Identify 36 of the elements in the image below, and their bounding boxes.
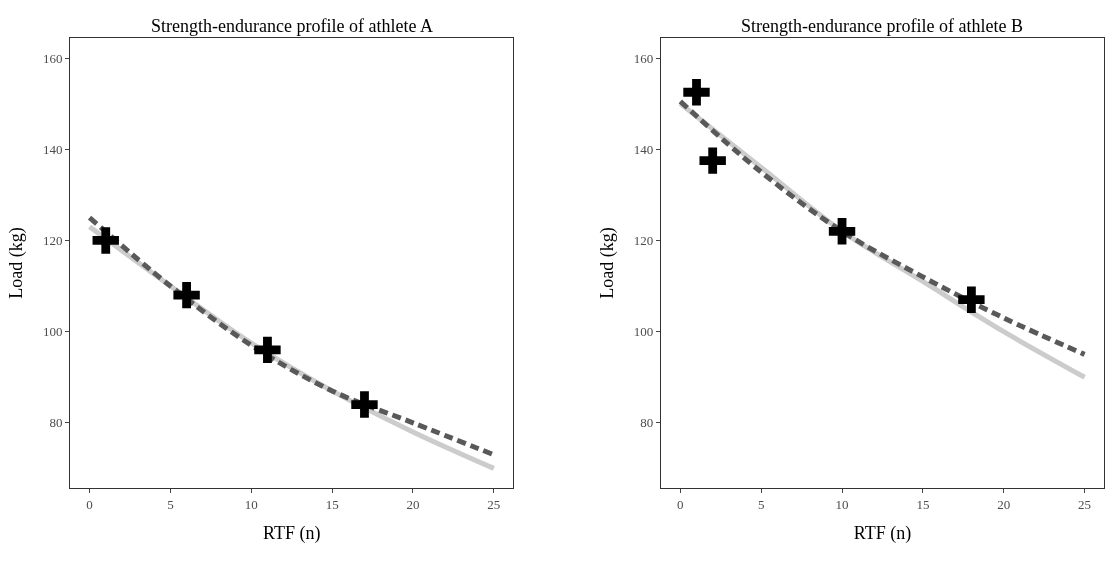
x-axis-title: RTF (n) — [853, 522, 912, 544]
point — [958, 286, 985, 313]
x-tick-label: 0 — [677, 496, 684, 512]
x-tick-label: 25 — [1078, 496, 1092, 512]
x-tick-label: 15 — [325, 496, 339, 512]
point — [699, 147, 726, 174]
x-tick-label: 10 — [244, 496, 258, 512]
y-tick-label: 120 — [633, 232, 654, 248]
y-tick-label: 140 — [43, 141, 63, 157]
x-tick-label: 25 — [487, 496, 501, 512]
x-tick-label: 5 — [757, 496, 765, 512]
chart-title: Strength-endurance profile of athlete B — [741, 16, 1023, 36]
y-tick-label: 120 — [43, 232, 63, 248]
chart-title: Strength-endurance profile of athlete A — [151, 16, 433, 36]
x-tick-label: 20 — [997, 496, 1011, 512]
point — [683, 79, 710, 106]
point — [254, 336, 281, 364]
y-tick-label: 160 — [633, 50, 654, 66]
x-tick-label: 5 — [167, 496, 174, 512]
y-tick-label: 100 — [43, 324, 63, 340]
y-tick-label: 160 — [43, 50, 63, 66]
y-tick-label: 140 — [633, 141, 654, 157]
x-tick-label: 10 — [835, 496, 849, 512]
y-tick-label: 80 — [49, 415, 63, 431]
x-tick-label: 0 — [86, 496, 93, 512]
x-tick-label: 15 — [916, 496, 930, 512]
x-tick-label: 20 — [406, 496, 420, 512]
x-axis-title: RTF (n) — [262, 522, 321, 544]
point — [92, 227, 119, 254]
point — [173, 281, 200, 309]
y-tick-label: 100 — [633, 324, 654, 340]
y-axis-title: Load (kg) — [6, 227, 28, 299]
y-axis-title: Load (kg) — [597, 227, 619, 299]
point — [351, 391, 378, 418]
point — [828, 218, 856, 245]
y-tick-label: 80 — [640, 415, 654, 431]
